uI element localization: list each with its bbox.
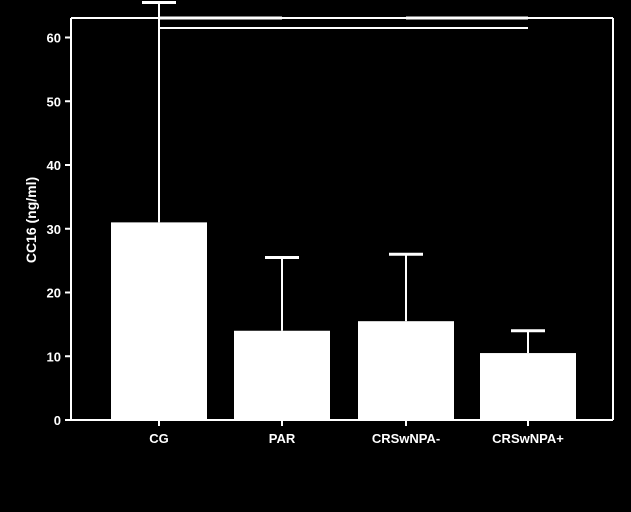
bar bbox=[234, 330, 330, 420]
x-tick-label: CRSwNPA+ bbox=[492, 431, 564, 446]
x-tick-label: PAR bbox=[269, 431, 296, 446]
y-tick-label: 20 bbox=[47, 286, 61, 301]
x-tick-label: CG bbox=[149, 431, 169, 446]
x-axis-ticks: CG PAR CRSwNPA- CRSwNPA+ bbox=[149, 420, 564, 446]
chart-significance-brackets bbox=[159, 16, 528, 29]
chart-bars bbox=[111, 222, 576, 420]
bar bbox=[480, 353, 576, 420]
y-axis-ticks: 0 10 20 30 40 50 60 bbox=[47, 31, 71, 428]
y-axis-label: CC16 (ng/ml) bbox=[23, 177, 39, 263]
bar bbox=[358, 321, 454, 420]
y-tick-label: 40 bbox=[47, 158, 61, 173]
y-tick-label: 50 bbox=[47, 94, 61, 109]
y-tick-label: 30 bbox=[47, 222, 61, 237]
x-tick-label: CRSwNPA- bbox=[372, 431, 440, 446]
y-tick-label: 60 bbox=[47, 31, 61, 46]
y-tick-label: 10 bbox=[47, 349, 61, 364]
bar bbox=[111, 222, 207, 420]
chart-error-bars bbox=[142, 0, 545, 354]
y-tick-label: 0 bbox=[54, 413, 61, 428]
